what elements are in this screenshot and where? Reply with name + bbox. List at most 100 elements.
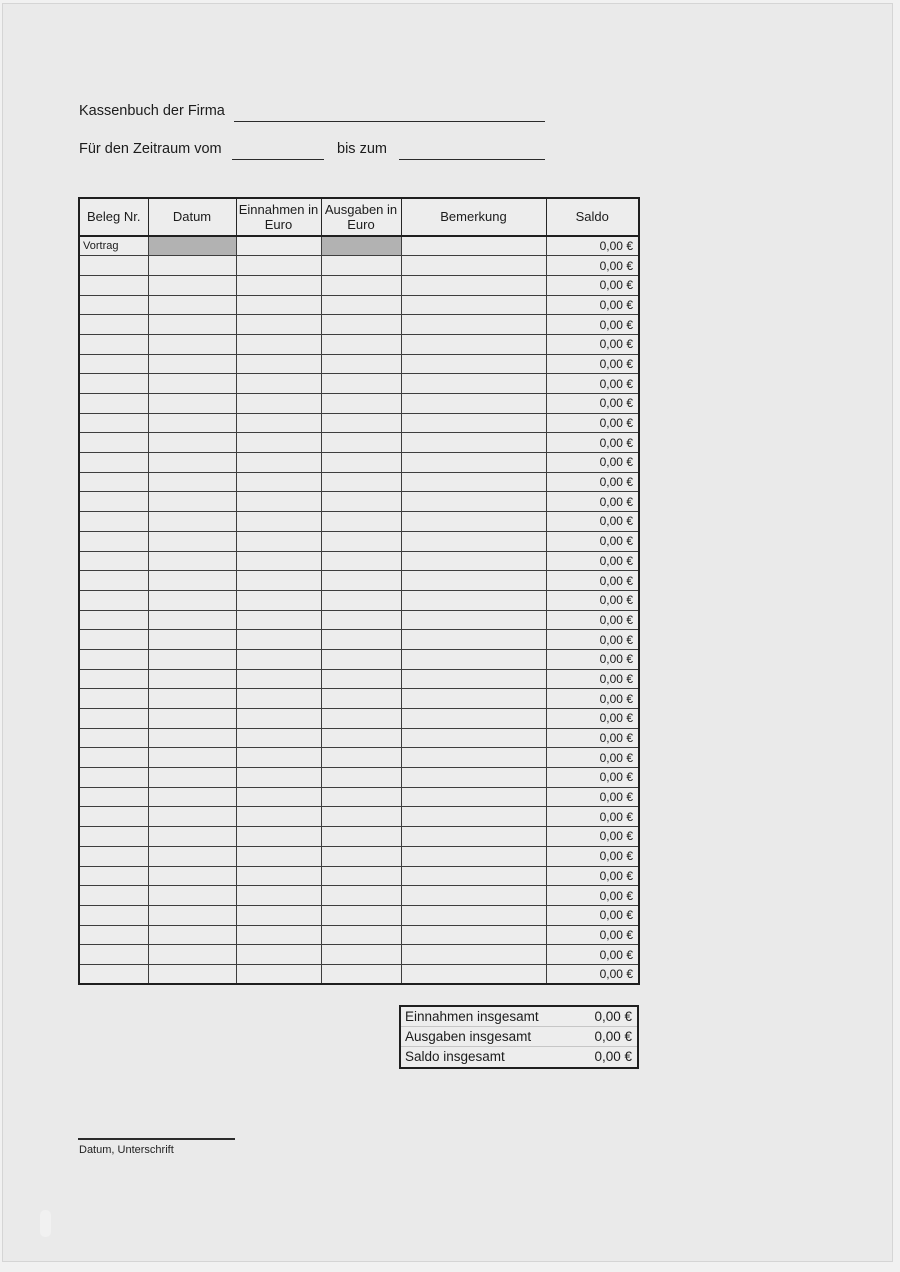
einnahmen-header: Einnahmen in Euro (235, 197, 322, 237)
bemerkung-cell (400, 708, 547, 729)
datum-cell (147, 373, 237, 394)
datum-cell (147, 471, 237, 493)
datum-cell (147, 589, 237, 611)
einnahmen-cell (235, 609, 322, 631)
einnahmen-cell (235, 904, 322, 926)
datum-cell (147, 826, 237, 847)
datum-cell (147, 924, 237, 946)
bemerkung-cell (400, 767, 547, 788)
ausgaben-cell (320, 530, 402, 552)
ausgaben-cell (320, 393, 402, 414)
beleg-cell (78, 767, 149, 788)
total-value: 0,00 € (594, 1049, 632, 1065)
document-title: Kassenbuch der Firma (79, 103, 225, 119)
total-value: 0,00 € (594, 1029, 632, 1045)
beleg-cell (78, 255, 149, 276)
einnahmen-cell (235, 688, 322, 709)
table-row: 0,00 € (78, 668, 640, 690)
saldo-cell: 0,00 € (545, 373, 640, 394)
bemerkung-cell (400, 373, 547, 394)
table-row: 0,00 € (78, 806, 640, 828)
einnahmen-cell (235, 432, 322, 454)
ausgaben-cell (320, 826, 402, 847)
beleg-cell (78, 727, 149, 749)
beleg-cell (78, 589, 149, 611)
datum-cell (147, 747, 237, 769)
table-row: 0,00 € (78, 786, 640, 808)
saldo-cell: 0,00 € (545, 806, 640, 828)
datum-cell (147, 353, 237, 375)
bemerkung-cell (400, 747, 547, 769)
einnahmen-cell (235, 747, 322, 769)
einnahmen-cell (235, 826, 322, 847)
saldo-cell: 0,00 € (545, 944, 640, 965)
table-row: 0,00 € (78, 314, 640, 335)
datum-cell (147, 727, 237, 749)
saldo-cell: 0,00 € (545, 589, 640, 611)
scan-smudge-artifact (40, 1210, 51, 1237)
einnahmen-cell (235, 767, 322, 788)
ausgaben-cell (320, 708, 402, 729)
bemerkung-cell (400, 393, 547, 414)
ausgaben-cell (320, 865, 402, 887)
table-row: 0,00 € (78, 747, 640, 769)
einnahmen-cell (235, 629, 322, 650)
einnahmen-cell (235, 412, 322, 434)
beleg-cell (78, 491, 149, 513)
signature-blank-line (78, 1125, 235, 1140)
saldo-cell: 0,00 € (545, 255, 640, 276)
einnahmen-cell (235, 333, 322, 355)
ausgaben-cell (320, 904, 402, 926)
table-row: 0,00 € (78, 550, 640, 572)
total-label: Einnahmen insgesamt (405, 1009, 539, 1025)
einnahmen-cell (235, 963, 322, 985)
ausgaben-cell (320, 727, 402, 749)
table-row: 0,00 € (78, 255, 640, 276)
beleg-cell (78, 708, 149, 729)
beleg-cell (78, 471, 149, 493)
bemerkung-cell (400, 904, 547, 926)
einnahmen-cell (235, 314, 322, 335)
saldo-cell: 0,00 € (545, 688, 640, 709)
einnahmen-cell (235, 944, 322, 965)
table-row: 0,00 € (78, 944, 640, 965)
bemerkung-cell (400, 530, 547, 552)
total-label: Saldo insgesamt (405, 1049, 505, 1065)
datum-cell (147, 412, 237, 434)
datum-cell (147, 688, 237, 709)
datum-cell (147, 944, 237, 965)
datum-cell (147, 255, 237, 276)
table-row: 0,00 € (78, 491, 640, 513)
ausgaben-cell (320, 294, 402, 316)
bemerkung-cell (400, 826, 547, 847)
bemerkung-cell (400, 353, 547, 375)
einnahmen-cell (235, 570, 322, 591)
saldo-cell: 0,00 € (545, 963, 640, 985)
beleg-cell (78, 314, 149, 335)
ausgaben-cell (320, 511, 402, 532)
bemerkung-cell (400, 471, 547, 493)
saldo-cell: 0,00 € (545, 924, 640, 946)
datum-cell (147, 550, 237, 572)
table-row: 0,00 € (78, 845, 640, 867)
ausgaben-cell (320, 353, 402, 375)
bemerkung-cell (400, 727, 547, 749)
beleg-cell (78, 393, 149, 414)
ausgaben-cell (320, 786, 402, 808)
bemerkung-cell (400, 432, 547, 454)
ausgaben-cell (320, 432, 402, 454)
datum-cell (147, 530, 237, 552)
saldo-cell: 0,00 € (545, 353, 640, 375)
saldo-cell: 0,00 € (545, 491, 640, 513)
einnahmen-cell (235, 511, 322, 532)
beleg-cell (78, 550, 149, 572)
ausgaben-cell (320, 255, 402, 276)
beleg-cell (78, 904, 149, 926)
einnahmen-cell (235, 530, 322, 552)
saldo-cell: 0,00 € (545, 845, 640, 867)
einnahmen-cell (235, 924, 322, 946)
saldo-cell: 0,00 € (545, 708, 640, 729)
datum-cell (147, 865, 237, 887)
bemerkung-cell (400, 806, 547, 828)
table-row: 0,00 € (78, 373, 640, 394)
